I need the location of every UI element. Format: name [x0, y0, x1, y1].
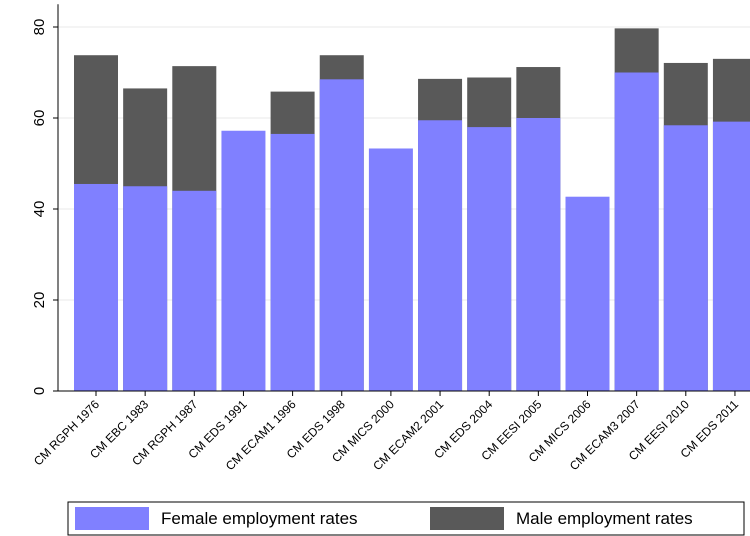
legend-label: Male employment rates: [516, 509, 693, 528]
y-tick-label: 20: [31, 292, 48, 309]
y-tick-label: 80: [31, 19, 48, 36]
x-tick-label: CM RGPH 1976: [31, 397, 102, 468]
bar: [221, 130, 266, 392]
legend-box: [67, 501, 745, 536]
y-tick-label: 40: [31, 201, 48, 218]
y-tick-label: 60: [31, 110, 48, 127]
bar: [516, 118, 561, 391]
bar: [663, 125, 708, 391]
bar: [123, 186, 168, 391]
bar: [467, 127, 512, 391]
bar: [270, 133, 315, 392]
bar: [712, 121, 750, 391]
y-tick-label: 0: [31, 387, 48, 395]
bar: [565, 196, 610, 391]
legend-label: Female employment rates: [161, 509, 358, 528]
bar: [319, 79, 364, 391]
bar: [172, 190, 217, 391]
legend-swatch: [75, 507, 149, 530]
bar: [368, 148, 413, 391]
bar: [74, 183, 118, 391]
legend-swatch: [430, 507, 504, 530]
bar: [614, 72, 659, 391]
bar: [418, 120, 463, 392]
